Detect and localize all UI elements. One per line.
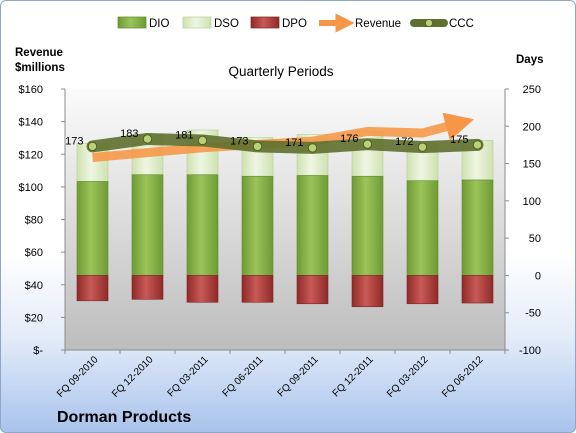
y-left-tick-label: $60 — [25, 247, 43, 259]
x-tick-label: FQ 09-2011 — [276, 354, 321, 399]
ccc-data-label: 173 — [65, 135, 83, 147]
ccc-data-label: 173 — [230, 135, 248, 147]
legend-swatch-dpo — [250, 16, 280, 29]
legend-label-dio: DIO — [149, 18, 170, 30]
bar-dio — [351, 175, 384, 276]
bar-dio — [296, 175, 329, 276]
ccc-data-label: 181 — [175, 129, 193, 141]
bar-dpo — [461, 275, 494, 304]
legend-label-dpo: DPO — [282, 18, 307, 30]
ccc-point — [142, 134, 153, 144]
legend-marker-ccc — [424, 18, 433, 27]
ccc-point — [472, 140, 483, 150]
bar-dpo — [406, 275, 439, 305]
ccc-data-label: 175 — [450, 134, 468, 146]
y-right-tick-label: 150 — [523, 159, 541, 171]
ccc-data-label: 171 — [285, 137, 303, 149]
y-left-tick-label: $20 — [25, 312, 43, 324]
ccc-point — [87, 141, 98, 152]
ccc-point — [307, 143, 318, 153]
x-tick-label: FQ 12-2010 — [110, 354, 156, 400]
bar-dpo — [76, 275, 109, 302]
x-tick-label: FQ 09-2010 — [55, 354, 101, 400]
x-tick-label: FQ 06-2012 — [440, 354, 486, 400]
y-left-label-line1: Revenue — [15, 47, 63, 59]
y-right-tick-label: 50 — [529, 233, 541, 245]
y-left-tick-label: $- — [33, 345, 43, 357]
y-left-tick-label: $140 — [19, 117, 43, 129]
y-right-tick-label: 250 — [523, 84, 541, 96]
y-left-tick-label: $80 — [25, 215, 43, 227]
y-right-tick-label: 100 — [523, 196, 541, 208]
ccc-line — [86, 132, 484, 154]
bar-dpo — [131, 275, 164, 300]
legend-label-dso: DSO — [214, 18, 239, 30]
ccc-data-label: 176 — [340, 133, 358, 145]
bar-dio — [406, 180, 439, 276]
bar-dpo — [241, 275, 274, 303]
ccc-point — [197, 135, 208, 146]
bar-dpo — [296, 275, 329, 305]
bar-dio — [76, 181, 109, 276]
x-tick-label: FQ 12-2011 — [331, 354, 376, 399]
y-left-label-line2: $millions — [15, 62, 65, 74]
bar-dio — [186, 174, 219, 276]
bar-dio — [461, 179, 494, 276]
y-right-label: Days — [516, 54, 544, 66]
ccc-point — [362, 139, 373, 149]
y-right-tick-label: -50 — [525, 308, 541, 320]
y-left-tick-label: $120 — [19, 149, 43, 161]
y-right-tick-label: 0 — [535, 270, 541, 282]
bar-dpo — [351, 275, 384, 308]
ccc-data-label: 172 — [395, 136, 413, 148]
ccc-point — [252, 141, 263, 152]
bar-dio — [241, 175, 274, 276]
ccc-point — [417, 142, 428, 152]
legend-label-revenue: Revenue — [355, 18, 401, 30]
legend-label-ccc: CCC — [449, 18, 474, 30]
legend-swatch-dio — [117, 16, 147, 29]
x-tick-label: FQ 03-2011 — [166, 354, 211, 399]
bar-dio — [131, 174, 164, 276]
bar-dpo — [186, 275, 219, 303]
ccc-data-label: 183 — [120, 128, 138, 140]
company-name: Dorman Products — [57, 409, 191, 426]
x-tick-label: FQ 03-2012 — [385, 354, 431, 400]
x-tick-label: FQ 06-2011 — [221, 354, 266, 399]
y-left-tick-label: $160 — [19, 84, 43, 96]
y-right-tick-label: 200 — [523, 121, 541, 133]
y-right-tick-label: -100 — [519, 345, 541, 357]
legend-swatch-dso — [182, 16, 212, 29]
y-left-tick-label: $40 — [25, 280, 43, 292]
y-left-tick-label: $100 — [19, 182, 43, 194]
chart-title: Quarterly Periods — [228, 64, 333, 79]
